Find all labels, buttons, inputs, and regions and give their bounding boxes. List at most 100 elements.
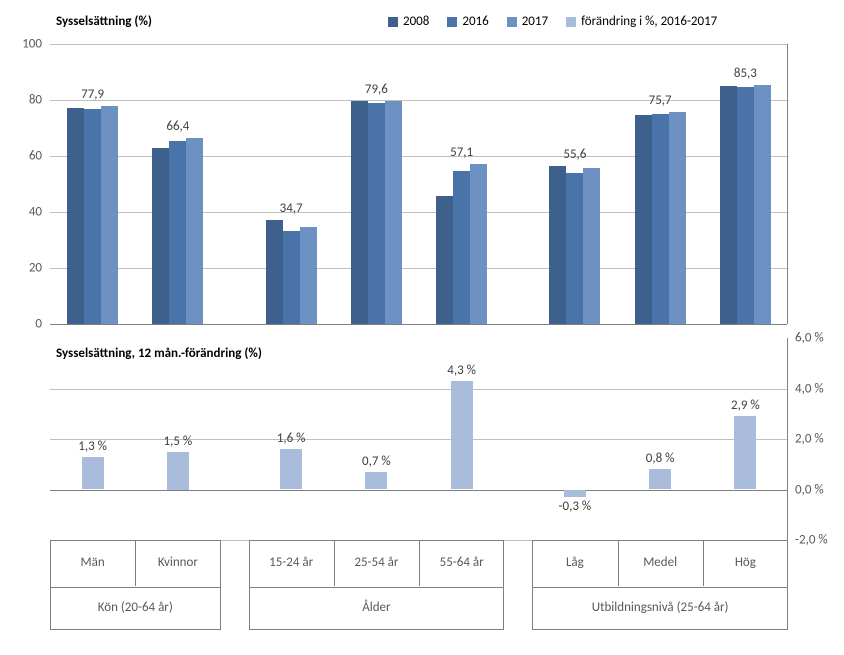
upper-value-label: 79,6 [365, 82, 388, 97]
lower-bar [451, 381, 473, 490]
lower-value-label: 1,6 % [277, 431, 306, 446]
lower-value-label: -0,3 % [559, 499, 592, 514]
upper-value-label: 57,1 [450, 145, 473, 160]
upper-bar [186, 138, 203, 324]
upper-bar [583, 168, 600, 324]
upper-ytick: 20 [29, 261, 50, 276]
upper-bar [470, 164, 487, 324]
legend-item-change: förändring i %, 2016-2017 [566, 14, 717, 29]
upper-ytick: 0 [35, 317, 50, 332]
group-label: Kön (20-64 år) [98, 600, 173, 615]
upper-value-label: 55,6 [563, 147, 586, 162]
lower-ytick: 0,0 % [787, 482, 824, 497]
lower-value-label: 1,5 % [164, 434, 193, 449]
category-label: 55-64 år [440, 555, 484, 570]
upper-gridline [50, 100, 787, 101]
upper-bar [720, 86, 737, 324]
category-label: Medel [643, 555, 677, 570]
upper-value-label: 75,7 [649, 93, 672, 108]
legend-swatch-2008 [388, 17, 398, 27]
upper-bar [101, 106, 118, 324]
lower-ytick: 4,0 % [787, 381, 824, 396]
upper-value-label: 77,9 [81, 87, 104, 102]
category-separator [135, 540, 136, 586]
legend-item-2008: 2008 [388, 14, 429, 29]
lower-bar [365, 472, 387, 490]
category-label: Låg [566, 555, 584, 570]
lower-gridline [50, 439, 787, 440]
category-label: Kvinnor [158, 555, 198, 570]
upper-ytick: 40 [29, 205, 50, 220]
legend-item-2016: 2016 [447, 14, 488, 29]
legend-swatch-2016 [447, 17, 457, 27]
lower-bar [564, 490, 586, 498]
category-label: Män [81, 555, 105, 570]
legend-label-2008: 2008 [403, 14, 429, 29]
group-label: Utbildningsnivå (25-64 år) [592, 600, 729, 615]
category-separator [703, 540, 704, 586]
upper-bar [737, 87, 754, 324]
category-separator [334, 540, 335, 586]
upper-bar [436, 196, 453, 324]
upper-bar [152, 148, 169, 324]
upper-bar [266, 220, 283, 324]
upper-value-label: 34,7 [280, 201, 303, 216]
group-box [532, 540, 788, 630]
upper-ytick: 80 [29, 93, 50, 108]
upper-bar [84, 109, 101, 324]
upper-bar [67, 108, 84, 324]
upper-bar [385, 101, 402, 324]
lower-bar [82, 457, 104, 490]
upper-bar [368, 103, 385, 324]
lower-bar [649, 469, 671, 489]
category-label: 15-24 år [269, 555, 313, 570]
upper-plot-area: 02040608010077,966,434,779,657,155,675,7… [50, 44, 788, 324]
lower-value-label: 0,7 % [362, 454, 391, 469]
lower-value-label: 1,3 % [78, 439, 107, 454]
legend-swatch-2017 [507, 17, 517, 27]
lower-gridline [50, 490, 787, 491]
upper-bar [549, 166, 566, 324]
category-label: 25-54 år [354, 555, 398, 570]
upper-bar [283, 231, 300, 324]
upper-bar [635, 115, 652, 324]
upper-bar [566, 173, 583, 324]
upper-bar [669, 112, 686, 324]
upper-bar [300, 227, 317, 324]
lower-bar [734, 416, 756, 489]
upper-bar [754, 85, 771, 324]
upper-ytick: 60 [29, 149, 50, 164]
upper-bar [453, 171, 470, 324]
legend-label-2016: 2016 [462, 14, 488, 29]
lower-value-label: 0,8 % [646, 451, 675, 466]
category-separator [419, 540, 420, 586]
upper-bar [169, 141, 186, 324]
upper-gridline [50, 44, 787, 45]
upper-bar [652, 114, 669, 324]
upper-chart-title: Sysselsättning (%) [56, 14, 152, 29]
lower-value-label: 2,9 % [731, 398, 760, 413]
upper-bar [351, 101, 368, 324]
legend: 2008 2016 2017 förändring i %, 2016-2017 [388, 14, 717, 29]
upper-gridline [50, 324, 787, 325]
upper-value-label: 66,4 [166, 119, 189, 134]
category-label: Hög [735, 555, 756, 570]
upper-value-label: 85,3 [734, 66, 757, 81]
lower-plot-area: -2,0 %0,0 %2,0 %4,0 %6,0 %1,3 %1,5 %1,6 … [50, 338, 788, 540]
lower-ytick: 6,0 % [787, 331, 824, 346]
category-separator [618, 540, 619, 586]
group-label: Ålder [362, 600, 390, 615]
legend-item-2017: 2017 [507, 14, 548, 29]
lower-gridline [50, 389, 787, 390]
lower-bar [167, 452, 189, 490]
upper-ytick: 100 [22, 37, 50, 52]
chart-root: Sysselsättning (%) 2008 2016 2017 föränd… [0, 0, 844, 655]
lower-ytick: 2,0 % [787, 432, 824, 447]
legend-swatch-change [566, 17, 576, 27]
group-box [249, 540, 505, 630]
legend-label-change: förändring i %, 2016-2017 [581, 14, 717, 29]
lower-value-label: 4,3 % [447, 363, 476, 378]
lower-ytick: -2,0 % [787, 533, 828, 548]
lower-bar [280, 449, 302, 489]
legend-label-2017: 2017 [522, 14, 548, 29]
